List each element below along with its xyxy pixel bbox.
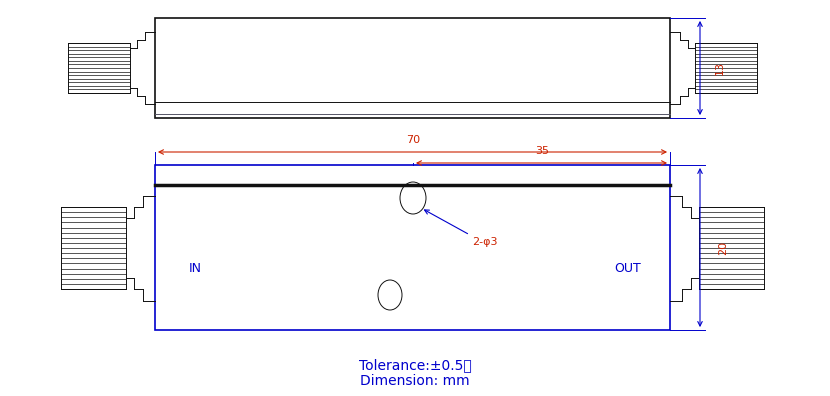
Text: OUT: OUT bbox=[615, 261, 642, 274]
Bar bbox=[155, 165, 670, 330]
Text: 70: 70 bbox=[406, 135, 420, 145]
Text: Dimension: mm: Dimension: mm bbox=[360, 374, 470, 388]
Text: IN: IN bbox=[188, 261, 202, 274]
Text: Tolerance:±0.5。: Tolerance:±0.5。 bbox=[359, 358, 471, 372]
Text: 2-φ3: 2-φ3 bbox=[472, 237, 497, 247]
Text: 13: 13 bbox=[715, 61, 725, 75]
Bar bbox=[155, 18, 670, 118]
Text: 35: 35 bbox=[535, 146, 549, 156]
Text: 20: 20 bbox=[718, 241, 728, 255]
